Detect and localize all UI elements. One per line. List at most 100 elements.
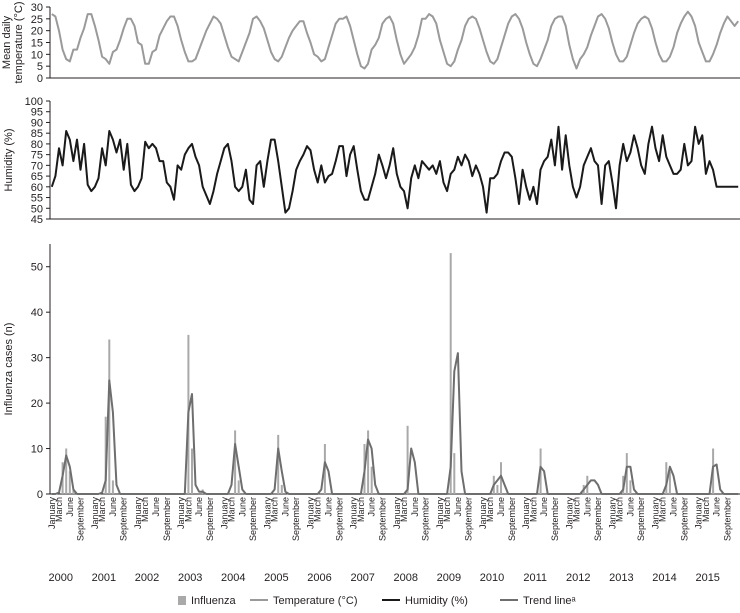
trend-line [51,352,739,495]
chart-legend: Influenza Temperature (°C) Humidity (%) Tre… [178,595,577,607]
humidity-y-tick-label: 80 [31,139,43,151]
influenza-bar [277,434,280,494]
month-tick-label: June [151,497,161,517]
humidity-y-tick-label: 70 [31,160,43,172]
month-tick-label: March [140,497,150,522]
month-tick-label: June [496,497,506,517]
month-tick-label: January [607,496,617,529]
humidity-y-label: Humidity (%) [3,129,15,192]
month-tick-label: March [183,497,193,522]
legend-label: Influenza [191,595,237,607]
year-label: 2008 [394,572,418,584]
month-tick-label: January [90,496,100,529]
month-tick-label: September [507,497,517,541]
influenza-bar [453,453,456,494]
temperature-y-tick-label: 15 [31,38,43,50]
influenza-bar [496,484,499,494]
influenza-bar [625,453,628,494]
month-tick-label: June [367,497,377,517]
month-tick-label: January [435,496,445,529]
influenza-bar [65,448,68,494]
influenza-bar [280,484,283,494]
month-tick-label: January [176,497,186,530]
year-label: 2013 [609,572,633,584]
month-tick-label: January [651,496,661,529]
month-tick-label: March [701,497,711,522]
year-label: 2011 [523,572,547,584]
month-tick-label: September [162,497,172,541]
temperature-y-tick-label: 10 [31,49,43,61]
influenza-bar [108,339,111,494]
month-tick-label: January [694,497,704,530]
temperature-series-line [51,10,739,70]
month-tick-label: June [280,497,290,517]
humidity-y-tick-label: 60 [31,182,43,194]
temperature-y-tick-label: 30 [31,2,43,14]
humidity-series-line [50,125,739,214]
influenza-y-label: Influenza cases (n) [3,323,15,416]
temperature-y-label: Mean dailytemperature (°C) [1,1,25,83]
month-tick-label: March [572,497,582,522]
influenza-bar [111,480,114,494]
temperature-y-tick-label: 0 [37,73,43,85]
legend-label: Temperature (°C) [273,595,357,607]
month-tick-label: March [615,497,625,522]
influenza-y-tick-label: 50 [31,262,43,274]
month-tick-label: June [582,497,592,517]
month-tick-label: January [133,496,143,529]
influenza-bar [665,462,668,494]
legend-swatch-influenza [178,596,186,605]
year-label: 2010 [480,572,504,584]
month-tick-label: March [399,497,409,522]
influenza-bar [449,253,452,494]
month-tick-label: June [65,497,75,517]
year-label: 2007 [350,572,374,584]
month-tick-label: January [349,497,359,530]
month-tick-label: September [550,497,560,541]
month-tick-label: March [442,497,452,522]
year-label: 2009 [437,572,461,584]
month-tick-label: March [54,497,64,522]
humidity-y-tick-label: 100 [25,96,43,108]
month-tick-label: January [219,497,229,530]
month-tick-label: September [334,497,344,541]
year-label: 2003 [178,572,202,584]
year-label: 2014 [652,572,676,584]
influenza-y-tick-label: 20 [31,398,43,410]
month-tick-label: June [625,497,635,517]
influenza-bar [191,448,193,494]
month-tick-label: September [421,497,431,541]
influenza-y-tick-label: 30 [31,353,43,365]
temperature-y-tick-label: 20 [31,26,43,38]
year-label: 2000 [49,572,73,584]
month-tick-label: June [237,497,247,517]
temperature-y-tick-label: 25 [31,14,43,26]
humidity-y-tick-label: 75 [31,150,43,162]
influenza-bar [629,480,632,494]
month-tick-label: September [679,497,689,541]
humidity-y-tick-label: 55 [31,193,43,205]
month-tick-label: March [356,497,366,522]
influenza-bar [234,430,237,494]
year-label: 2002 [135,572,159,584]
month-tick-label: March [227,497,237,522]
influenza-bar [668,471,671,494]
month-tick-label: June [410,497,420,517]
month-tick-label: March [485,497,495,522]
month-tick-label: September [464,497,474,541]
year-label: 2001 [92,572,116,584]
month-tick-label: June [453,497,463,517]
humidity-y-tick-label: 85 [31,128,43,140]
month-tick-label: January [478,496,488,529]
month-tick-label: March [313,497,323,522]
month-tick-label: September [291,497,301,541]
month-tick-label: January [306,496,316,529]
month-tick-label: June [108,497,118,517]
influenza-bar [370,466,373,494]
month-tick-label: January [47,497,57,530]
year-label: 2004 [221,572,245,584]
humidity-y-tick-label: 65 [31,171,43,183]
month-tick-label: January [392,497,402,530]
